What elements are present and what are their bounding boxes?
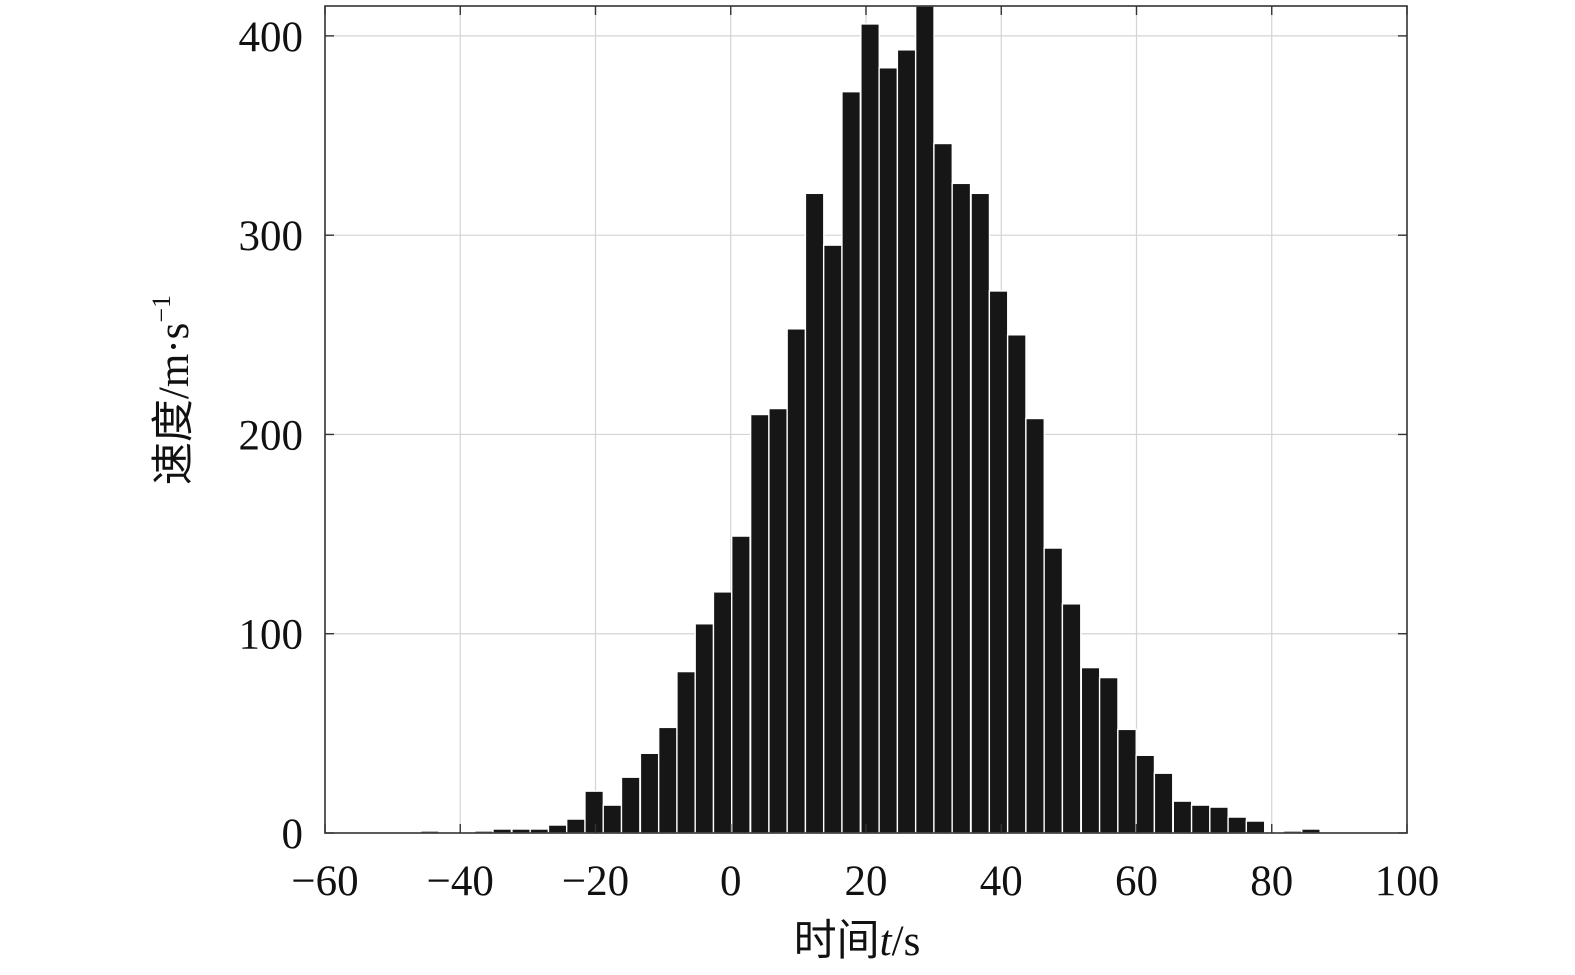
- x-tick-label: −40: [427, 858, 494, 905]
- histogram-bar: [657, 726, 678, 834]
- histogram-bar: [786, 328, 807, 834]
- y-tick-labels: 0 100 200 300 400: [239, 14, 304, 858]
- histogram-bar: [712, 591, 733, 834]
- histogram-bar: [1153, 772, 1174, 834]
- histogram-bar: [896, 49, 917, 834]
- x-tick-label: 100: [1375, 858, 1440, 905]
- y-tick-label: 0: [282, 811, 304, 858]
- histogram-bar: [749, 413, 770, 834]
- histogram-bar: [970, 192, 991, 834]
- x-tick-label: 20: [845, 858, 888, 905]
- x-tick-label: −20: [562, 858, 629, 905]
- histogram-bar: [1025, 417, 1045, 834]
- x-tick-label: 40: [980, 858, 1023, 905]
- histogram-bar: [602, 804, 623, 834]
- histogram-bar: [639, 752, 660, 834]
- histogram-bar: [1227, 816, 1248, 834]
- histogram-bar: [676, 670, 697, 834]
- y-tick-label: 200: [239, 412, 304, 459]
- histogram-bar: [1135, 754, 1156, 834]
- histogram-bar: [1043, 547, 1064, 834]
- histogram-bar: [1080, 666, 1101, 834]
- histogram-bar: [860, 23, 880, 834]
- x-axis-label: 时间t/s: [794, 918, 921, 965]
- x-tick-labels: −60 −40 −20 0 20 40 60 80 100: [291, 858, 1439, 905]
- histogram-bar: [730, 535, 751, 834]
- histogram-bar: [547, 824, 568, 834]
- histogram-bar: [1098, 676, 1119, 834]
- histogram-bar: [1117, 728, 1137, 834]
- histogram-bar: [804, 192, 825, 834]
- histogram-bar: [914, 5, 935, 834]
- histogram-bar: [768, 407, 788, 834]
- y-tick-label: 400: [239, 14, 304, 61]
- x-tick-label: 80: [1250, 858, 1293, 905]
- histogram-bar: [933, 142, 953, 834]
- y-tick-label: 100: [239, 612, 304, 659]
- histogram-bar: [1006, 334, 1027, 834]
- histogram-bar: [841, 90, 862, 834]
- histogram-bar: [1172, 800, 1193, 834]
- histogram-bar: [878, 67, 899, 834]
- histogram-bar: [1061, 603, 1082, 834]
- histogram-bar: [822, 244, 843, 834]
- histogram-bar: [694, 623, 715, 834]
- x-tick-label: −60: [291, 858, 358, 905]
- histogram-bar: [620, 776, 641, 834]
- histogram-bar: [1190, 804, 1211, 834]
- histogram-bar: [565, 818, 586, 834]
- histogram-bar: [988, 290, 1009, 834]
- histogram-bar: [1245, 820, 1266, 834]
- x-tick-label: 60: [1115, 858, 1158, 905]
- histogram-bar: [584, 790, 605, 834]
- histogram-bar: [1209, 806, 1229, 834]
- y-tick-label: 300: [239, 213, 304, 260]
- tick-marks: [324, 6, 1408, 834]
- bar-series: [419, 5, 1321, 834]
- x-tick-label: 0: [720, 858, 742, 905]
- histogram-bar: [951, 182, 972, 834]
- y-axis-label: 速度/m·s−1: [147, 295, 198, 485]
